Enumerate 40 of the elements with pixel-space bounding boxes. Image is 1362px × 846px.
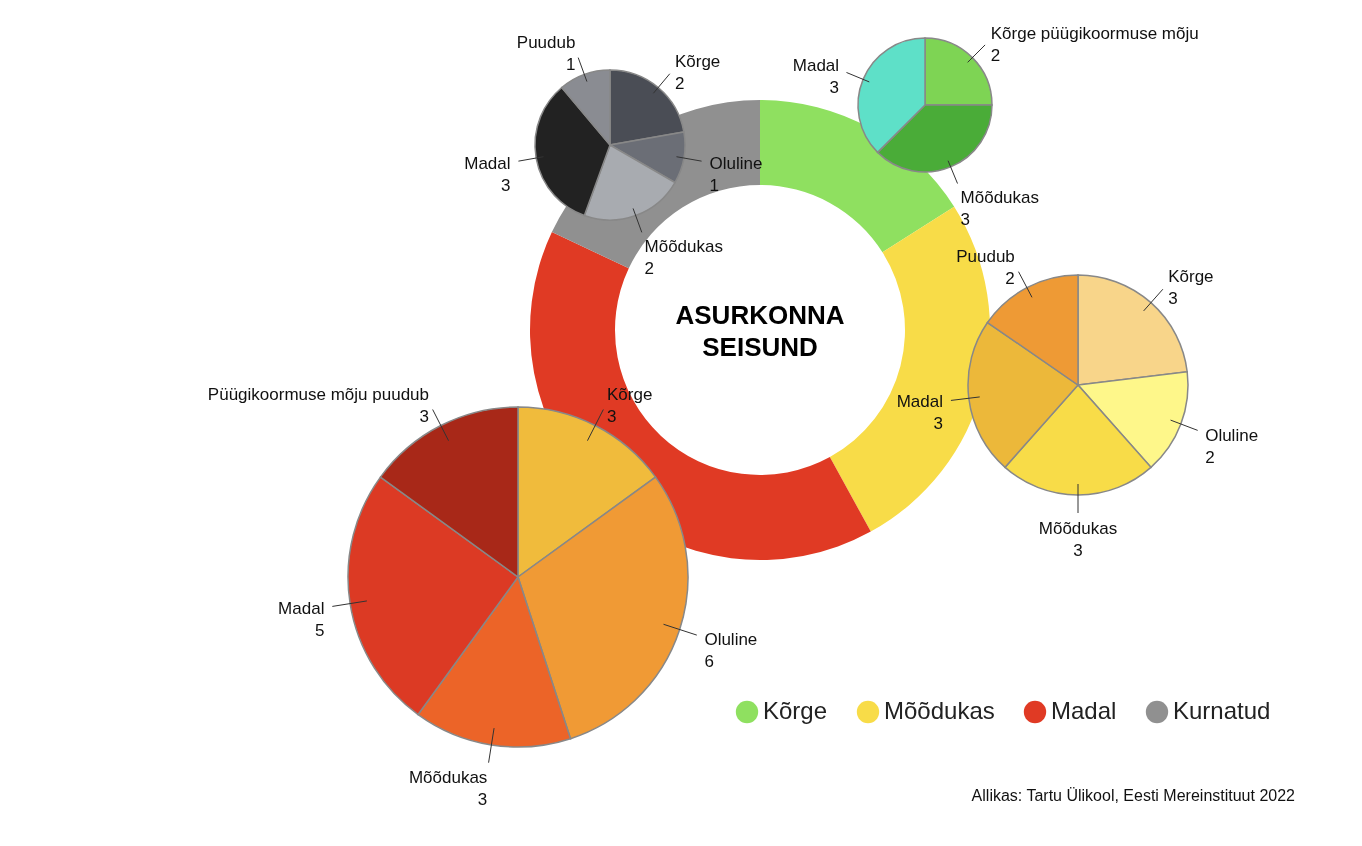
slice-label: Kõrge püügikoormuse mõju [990,23,1199,43]
data-label: 3 [501,175,511,195]
slice-label: Püügikoormuse mõju puudub [207,385,430,405]
donut-slice [760,100,955,253]
slice-label: Mõõdukas [1038,519,1118,538]
text: Allikas: Tartu Ülikool, Eesti Mereinstituut 2022 [971,787,1296,804]
data-label: 2 [674,73,685,93]
data-label: 3 [960,210,971,230]
slice-label: Madal [464,153,511,173]
data-label: 2 [1005,269,1015,289]
slice-label: Mõõdukas [960,188,1040,208]
data-label: 1 [565,54,576,74]
data-label: 3 [1168,289,1178,309]
slice-label: Kõrge [674,51,721,71]
slice-label: Oluline [704,630,758,650]
data-label: 3 [933,414,943,434]
slice-label: Madal [896,392,943,412]
slice-label: Puudub [516,32,576,52]
data-label: 5 [314,620,325,640]
slice-label: Mõõdukas [644,237,723,257]
data-label: 3 [477,790,488,810]
legend-label: Mõõdukas [884,697,995,724]
legend-label: Madal [1051,697,1117,724]
data-label: 2 [644,259,655,279]
slice-label: Kõrge [1168,267,1214,287]
data-label: 3 [1073,541,1083,560]
slice-label: Madal [278,598,325,618]
data-label: 3 [829,78,840,98]
data-label: 2 [990,45,1001,65]
legend-label: Kõrge [763,697,828,724]
data-label: 3 [419,407,430,427]
text: ASURKONNA SEISUND [675,300,845,362]
slice-label: Mõõdukas [408,768,488,788]
legend-label: Kurnatud [1173,697,1271,724]
slice-label: Madal [792,56,840,76]
data-label: 3 [606,407,617,427]
slice-label: Oluline [1205,426,1259,446]
data-label: 2 [1205,448,1215,468]
data-label: 1 [709,175,719,195]
data-label: 6 [704,652,714,672]
